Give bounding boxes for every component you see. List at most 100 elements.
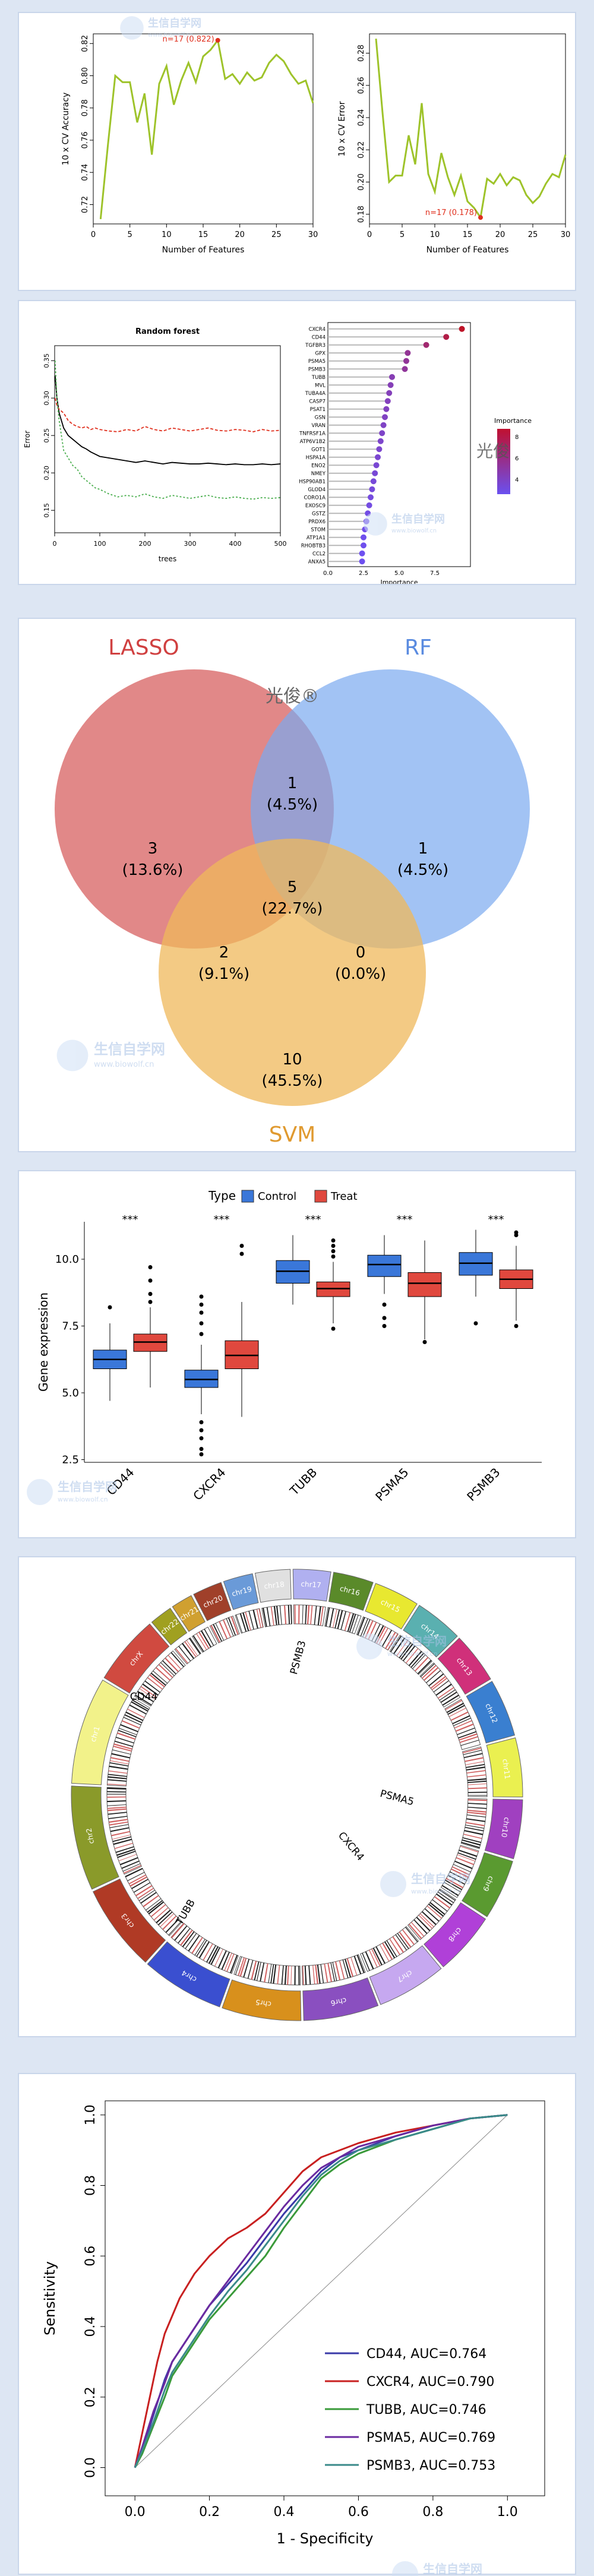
cytoband — [185, 1933, 197, 1949]
watermark-icon — [356, 1633, 383, 1660]
cytoband — [412, 1654, 426, 1669]
outlier-point — [199, 1321, 204, 1326]
cytoband — [403, 1645, 416, 1661]
cytoband — [112, 1836, 131, 1842]
cytoband — [221, 1952, 230, 1970]
cytoband — [127, 1872, 145, 1882]
cytoband — [342, 1959, 349, 1978]
x-tick-label: 25 — [271, 230, 282, 239]
cytoband — [184, 1641, 197, 1657]
cytoband — [115, 1737, 134, 1744]
region-percent: (4.5%) — [397, 861, 448, 879]
outlier-point — [331, 1254, 336, 1259]
plot-frame — [369, 33, 566, 225]
cytoband — [467, 1778, 486, 1781]
cytoband — [350, 1957, 358, 1976]
cytoband — [405, 1648, 419, 1664]
x-tick-label: 1.0 — [497, 2505, 518, 2520]
x-tick-label: 7.5 — [430, 570, 440, 577]
cytoband — [442, 1695, 459, 1706]
cytoband — [424, 1667, 439, 1681]
cytoband — [124, 1864, 141, 1874]
cytoband — [418, 1914, 433, 1929]
chromosome-segment — [328, 1572, 374, 1611]
cytoband — [287, 1965, 289, 1985]
cytoband — [330, 1962, 335, 1981]
cytoband — [213, 1624, 222, 1642]
cytoband — [138, 1889, 155, 1901]
cytoband — [110, 1760, 129, 1765]
cytoband — [178, 1646, 191, 1661]
cytoband — [436, 1894, 453, 1906]
cytoband — [165, 1657, 179, 1673]
cytoband — [251, 1961, 257, 1980]
gene-label: CXCR4 — [309, 327, 326, 333]
cytoband — [276, 1605, 280, 1625]
x-tick-label: 0 — [367, 230, 372, 239]
cytoband — [111, 1753, 131, 1759]
outlier-point — [331, 1238, 336, 1243]
cytoband — [307, 1605, 310, 1624]
gene-label: PSMB3 — [308, 366, 326, 372]
cytoband — [160, 1913, 175, 1927]
cytoband — [174, 1925, 188, 1941]
roc-curves: 0.0 0.2 0.4 0.6 0.8 1.0 0.0 0.2 0.4 0.6 0.8 1.0 1 - … — [42, 2100, 545, 2576]
gene-label: ANXA5 — [308, 559, 326, 565]
y-tick-label: 0.22 — [357, 141, 366, 159]
gene-label: PRDX6 — [308, 519, 326, 525]
cytoband — [410, 1652, 424, 1668]
box-treat — [407, 1272, 442, 1297]
legend-label: CD44, AUC=0.764 — [366, 2347, 486, 2362]
cytoband — [408, 1923, 422, 1939]
y-tick-label: 0.0 — [83, 2457, 98, 2478]
cytoband — [315, 1965, 318, 1984]
cytoband — [112, 1749, 131, 1755]
cytoband — [460, 1740, 479, 1746]
cytoband — [426, 1905, 442, 1919]
cytoband — [182, 1931, 195, 1948]
cytoband — [463, 1749, 482, 1755]
y-tick-label: 0.15 — [43, 503, 50, 518]
importance-point — [359, 558, 365, 565]
cytoband — [324, 1964, 328, 1983]
cytoband — [125, 1711, 144, 1721]
ideogram-band-track — [233, 1956, 301, 1986]
gene-label: TGFBR3 — [305, 343, 326, 349]
cytoband — [320, 1606, 324, 1626]
cytoband — [467, 1787, 487, 1790]
outlier-point — [199, 1436, 204, 1440]
gene-label: HSPA1A — [306, 455, 326, 461]
cytoband — [180, 1930, 193, 1946]
cytoband — [400, 1643, 413, 1660]
chromosome-label: chr11 — [501, 1758, 511, 1780]
cytoband — [142, 1683, 159, 1696]
chromosome-segment — [292, 1569, 331, 1602]
cytoband — [149, 1674, 165, 1687]
cytoband — [466, 1818, 486, 1822]
set-label-rf: RF — [405, 636, 432, 660]
cytoband — [226, 1954, 235, 1972]
watermark-icon — [392, 2561, 418, 2576]
cytoband — [143, 1895, 159, 1907]
x-tick-label: 0.2 — [199, 2505, 220, 2520]
outlier-point — [331, 1244, 336, 1248]
cytoband — [219, 1621, 228, 1639]
cytoband — [399, 1642, 412, 1658]
chromosome-segment — [484, 1799, 523, 1860]
importance-point — [443, 334, 450, 340]
cytoband — [453, 1718, 471, 1727]
importance-point — [386, 390, 393, 396]
y-tick-label: 0.76 — [81, 132, 90, 149]
cytoband — [441, 1885, 459, 1897]
cytoband — [447, 1875, 465, 1885]
cytoband — [417, 1660, 432, 1674]
outlier-point — [473, 1321, 478, 1326]
importance-frame — [327, 322, 471, 567]
cytoband — [112, 1834, 131, 1840]
y-tick-label: 0.4 — [83, 2316, 98, 2337]
cytoband — [455, 1723, 474, 1732]
y-axis-label: 10 x CV Accuracy — [61, 93, 71, 166]
